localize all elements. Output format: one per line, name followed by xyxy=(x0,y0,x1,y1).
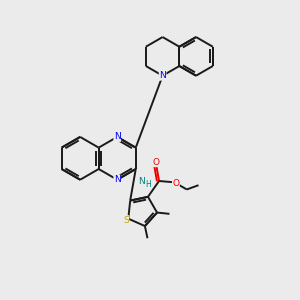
Text: N: N xyxy=(138,177,145,186)
Text: O: O xyxy=(153,158,160,167)
Text: H: H xyxy=(146,180,151,189)
Text: N: N xyxy=(114,132,121,141)
Text: N: N xyxy=(159,71,166,80)
Text: N: N xyxy=(114,175,121,184)
Text: S: S xyxy=(123,216,129,225)
Text: O: O xyxy=(172,179,179,188)
